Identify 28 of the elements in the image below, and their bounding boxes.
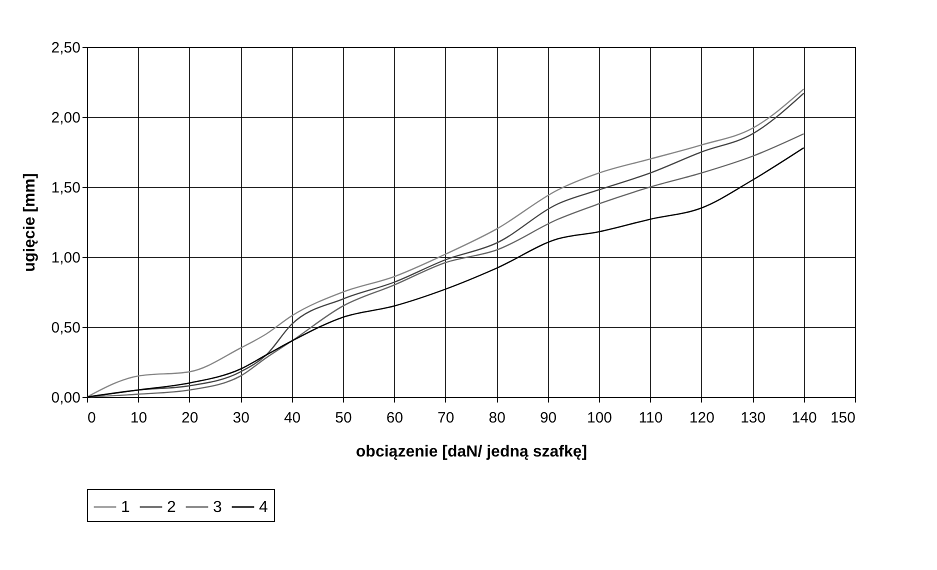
y-tick-label: 1,50 — [51, 180, 80, 196]
x-tick-label: 110 — [638, 410, 663, 426]
x-tick-label: 70 — [438, 410, 454, 426]
x-tick-label: 50 — [335, 410, 352, 426]
legend-label: 3 — [213, 499, 222, 516]
y-tick-label: 2,00 — [51, 110, 80, 126]
x-tick-label: 10 — [130, 410, 148, 426]
legend-label: 2 — [167, 499, 176, 516]
x-tick-label: 140 — [792, 410, 817, 426]
x-tick-label: 130 — [740, 410, 766, 426]
x-tick-label: 80 — [488, 410, 506, 426]
y-axis-title: ugięcie [mm] — [21, 173, 38, 272]
legend-label: 4 — [259, 499, 268, 516]
x-tick-label: 150 — [830, 410, 856, 426]
x-axis-title: obciązenie [daN/ jedną szafkę] — [356, 444, 588, 460]
x-tick-label: 120 — [689, 410, 714, 426]
x-tick-label: 40 — [284, 410, 301, 426]
legend-label: 1 — [121, 499, 130, 516]
y-tick-label: 1,00 — [51, 250, 80, 266]
x-tick-label: 60 — [386, 410, 404, 426]
x-tick-label: 100 — [586, 410, 612, 426]
x-tick-label: 0 — [88, 410, 96, 426]
y-tick-label: 2,50 — [51, 40, 80, 56]
x-tick-label: 20 — [182, 410, 198, 426]
x-tick-label: 90 — [540, 410, 557, 426]
y-tick-label: 0,50 — [51, 320, 80, 336]
x-tick-label: 30 — [232, 410, 250, 426]
y-tick-label: 0,00 — [51, 390, 80, 406]
